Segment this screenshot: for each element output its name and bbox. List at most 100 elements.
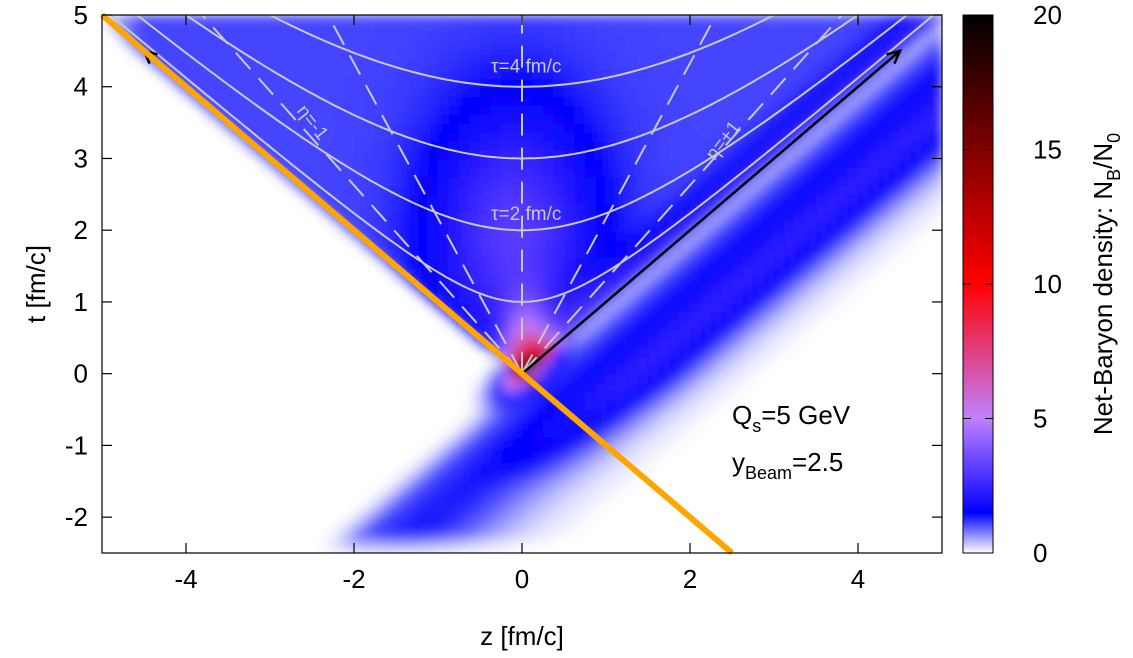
heat-cell — [763, 301, 775, 312]
heat-cell — [774, 346, 786, 357]
heat-cell — [616, 418, 628, 429]
heat-cell — [543, 113, 555, 124]
heat-cell — [658, 400, 670, 411]
heat-cell — [679, 23, 691, 34]
heat-cell — [564, 454, 576, 465]
heat-cell — [931, 176, 942, 187]
heat-cell — [448, 266, 460, 277]
heat-cell — [921, 140, 933, 151]
heat-cell — [585, 391, 597, 402]
heat-cell — [837, 239, 849, 250]
heat-cell — [564, 301, 576, 312]
heat-cell — [595, 472, 607, 483]
heat-cell — [900, 122, 912, 133]
heat-cell — [700, 23, 712, 34]
heat-cell — [396, 248, 408, 259]
heat-cell — [448, 59, 460, 70]
heat-cell — [543, 194, 555, 205]
heat-cell — [385, 535, 397, 546]
heat-cell — [448, 95, 460, 106]
heat-cell — [627, 50, 639, 61]
heat-cell — [690, 355, 702, 366]
heat-cell — [543, 454, 555, 465]
heat-cell — [889, 23, 901, 34]
heat-cell — [606, 481, 618, 492]
heat-cell — [501, 292, 513, 303]
heat-cell — [868, 257, 880, 268]
heat-cell — [858, 104, 870, 115]
heat-cell — [679, 418, 691, 429]
heat-cell — [616, 337, 628, 348]
heat-cell — [868, 113, 880, 124]
heat-cell — [910, 104, 922, 115]
heat-cell — [784, 176, 796, 187]
heat-cell — [879, 86, 891, 97]
heat-cell — [469, 275, 481, 285]
heat-cell — [417, 535, 429, 546]
heat-cell — [732, 337, 744, 348]
heat-cell — [784, 221, 796, 232]
heat-cell — [816, 284, 828, 294]
heat-cell — [165, 23, 177, 34]
heat-cell — [564, 337, 576, 348]
heat-cell — [616, 275, 628, 285]
heat-cell — [784, 86, 796, 97]
heat-cell — [700, 122, 712, 133]
heat-cell — [868, 149, 880, 160]
heat-cell — [669, 104, 681, 115]
heat-cell — [606, 409, 618, 420]
heat-cell — [280, 140, 292, 151]
heat-cell — [732, 77, 744, 88]
heat-cell — [312, 77, 324, 88]
heat-cell — [259, 113, 271, 124]
heat-cell — [774, 212, 786, 223]
heat-cell — [532, 239, 544, 250]
heat-cell — [606, 472, 618, 483]
heat-cell — [774, 77, 786, 88]
heat-cell — [700, 400, 712, 411]
heat-cell — [679, 409, 691, 420]
heat-cell — [343, 131, 355, 142]
heat-cell — [469, 418, 481, 429]
heat-cell — [879, 149, 891, 160]
heat-cell — [868, 95, 880, 106]
heat-cell — [501, 436, 513, 447]
heat-cell — [700, 373, 712, 384]
heat-cell — [522, 50, 534, 61]
heat-cell — [690, 32, 702, 43]
heat-cell — [333, 77, 345, 88]
heat-cell — [711, 239, 723, 250]
heat-cell — [711, 284, 723, 294]
heat-cell — [343, 95, 355, 106]
heat-cell — [553, 310, 565, 321]
heat-cell — [606, 122, 618, 133]
heat-cell — [532, 77, 544, 88]
heat-cell — [501, 41, 513, 52]
heat-cell — [889, 185, 901, 196]
heat-cell — [501, 364, 513, 375]
heat-cell — [375, 158, 387, 169]
heat-cell — [543, 427, 555, 438]
heat-cell — [574, 275, 586, 285]
heat-cell — [511, 257, 523, 268]
heat-cell — [396, 176, 408, 187]
heat-cell — [627, 364, 639, 375]
heat-cell — [343, 544, 355, 553]
heat-cell — [595, 355, 607, 366]
heat-cell — [490, 185, 502, 196]
heat-cell — [417, 32, 429, 43]
heat-cell — [742, 284, 754, 294]
heat-cell — [228, 86, 240, 97]
heat-cell — [522, 409, 534, 420]
heat-cell — [858, 239, 870, 250]
heat-cell — [417, 212, 429, 223]
heat-cell — [417, 23, 429, 34]
heat-cell — [459, 427, 471, 438]
heat-cell — [921, 122, 933, 133]
heat-cell — [574, 508, 586, 519]
heat-cell — [595, 131, 607, 142]
heat-cell — [658, 167, 670, 178]
heat-cell — [522, 158, 534, 169]
heat-cell — [469, 15, 481, 25]
heat-cell — [396, 490, 408, 501]
